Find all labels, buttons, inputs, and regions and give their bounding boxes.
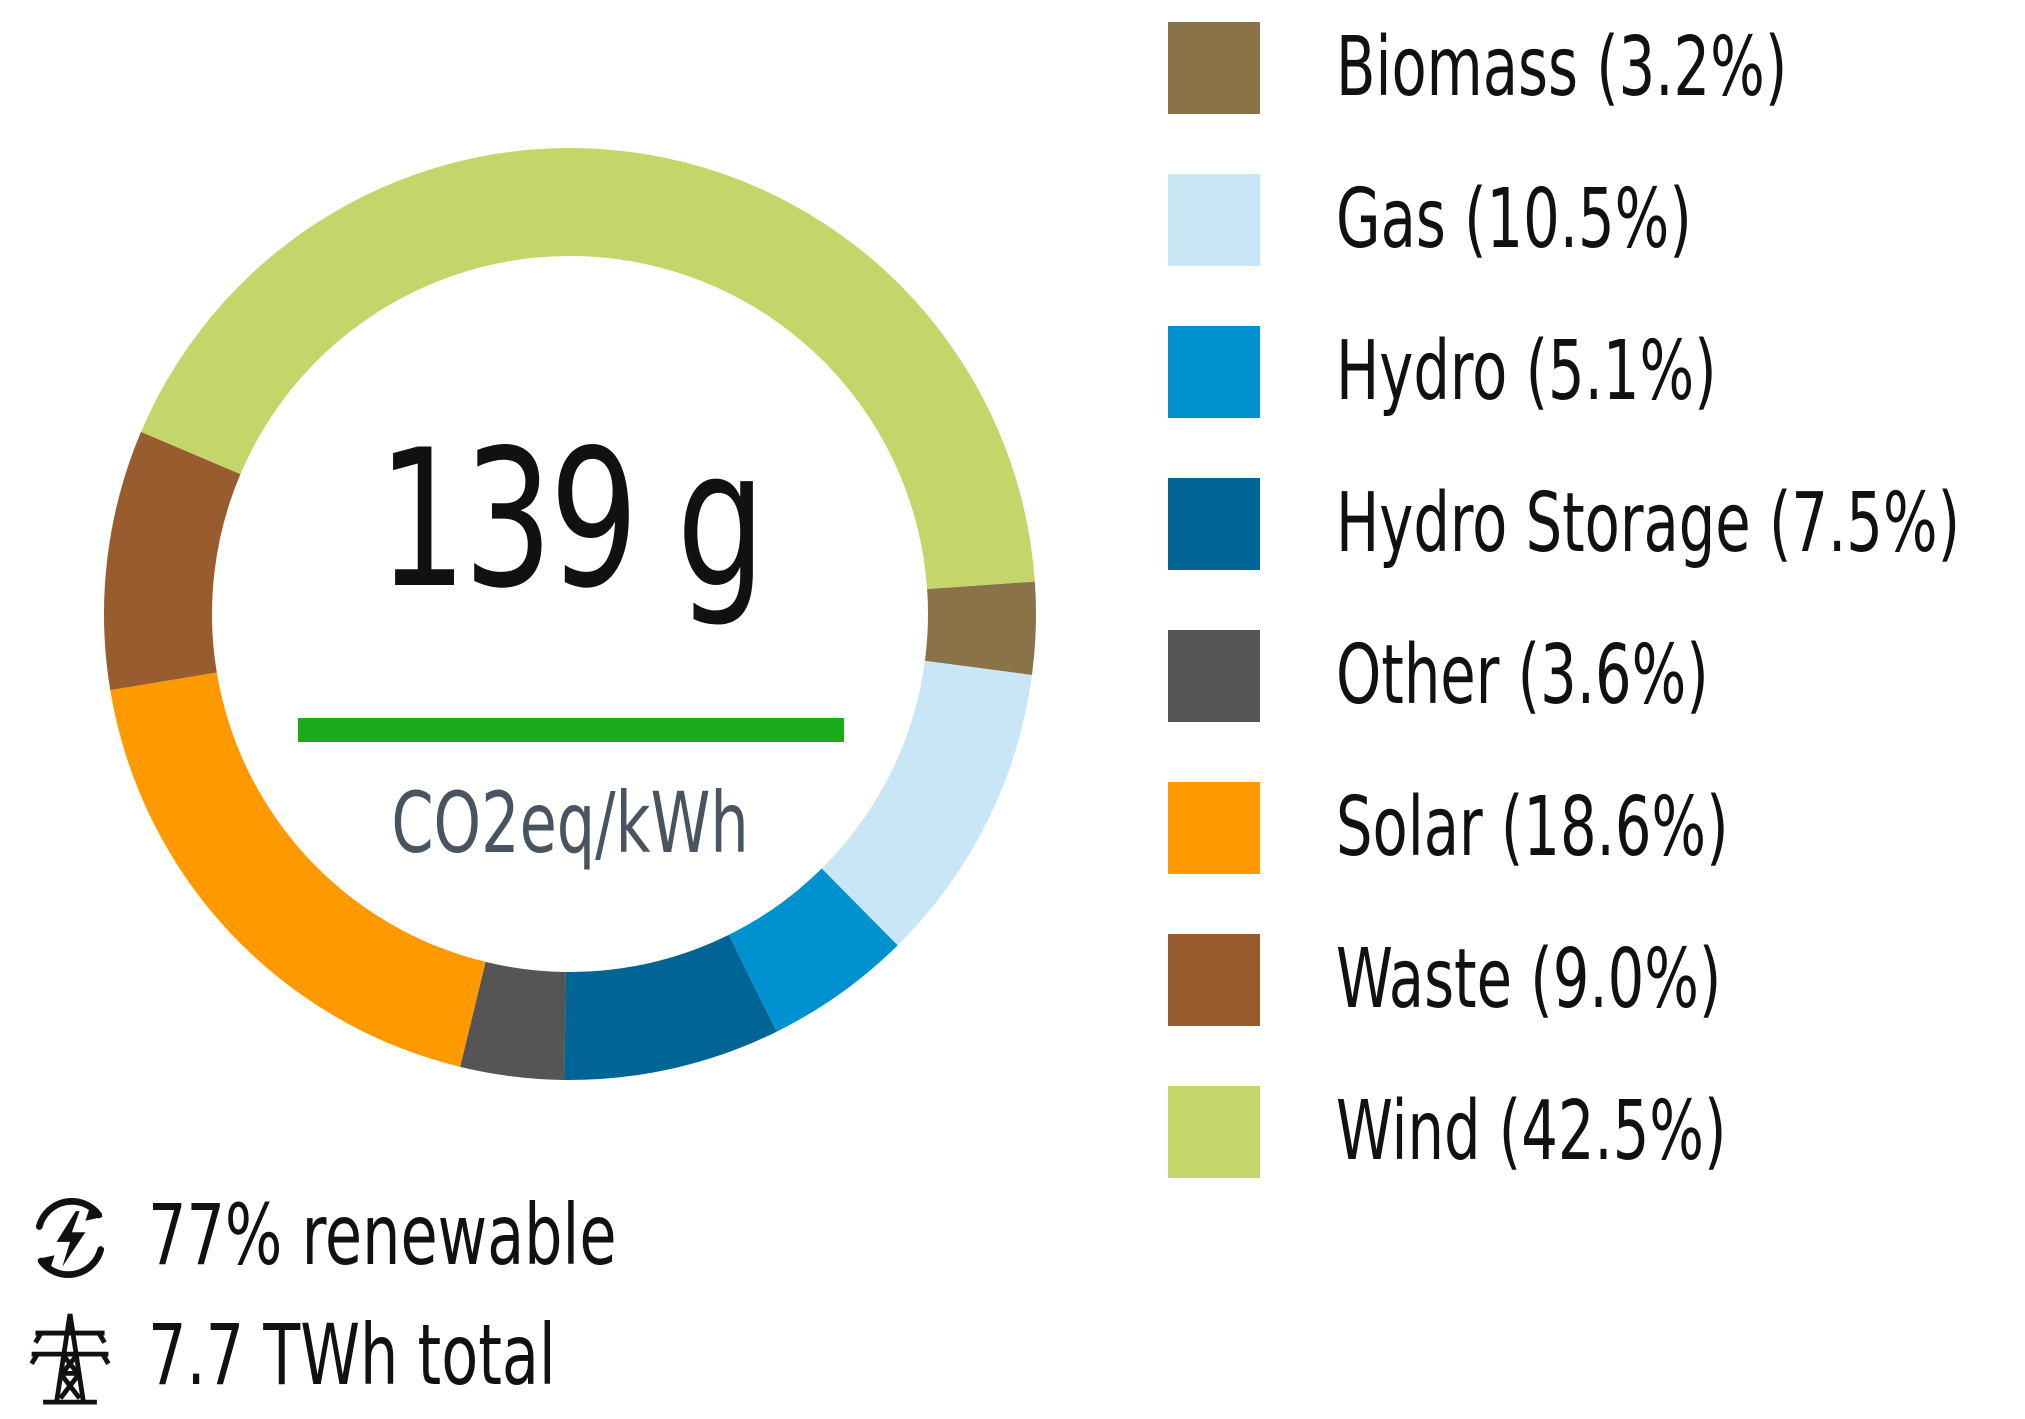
legend-label: Solar (18.6%): [1336, 780, 1729, 875]
legend-label: Wind (42.5%): [1336, 1084, 1727, 1179]
donut-slice-solar[interactable]: [110, 672, 486, 1067]
legend-item-hydro-storage[interactable]: Hydro Storage (7.5%): [1168, 478, 2018, 570]
legend-swatch: [1168, 22, 1260, 114]
legend-item-wind[interactable]: Wind (42.5%): [1168, 1086, 2018, 1178]
legend-label: Waste (9.0%): [1336, 932, 1722, 1027]
total-generation: 7.7 TWh total: [22, 1300, 922, 1405]
renewable-share-text: 77% renewable: [148, 1186, 617, 1284]
legend-swatch: [1168, 782, 1260, 874]
legend-label: Biomass (3.2%): [1336, 20, 1788, 115]
legend-label: Other (3.6%): [1336, 628, 1709, 723]
total-generation-text: 7.7 TWh total: [148, 1306, 556, 1404]
co2-intensity-indicator-bar: [298, 718, 844, 742]
donut-slice-hydro-storage[interactable]: [564, 934, 777, 1080]
legend-item-gas[interactable]: Gas (10.5%): [1168, 174, 2018, 266]
legend-item-other[interactable]: Other (3.6%): [1168, 630, 2018, 722]
legend-swatch: [1168, 1086, 1260, 1178]
legend-item-waste[interactable]: Waste (9.0%): [1168, 934, 2018, 1026]
legend-swatch: [1168, 934, 1260, 1026]
legend-label: Hydro Storage (7.5%): [1336, 476, 1961, 571]
legend-item-biomass[interactable]: Biomass (3.2%): [1168, 22, 2018, 114]
donut-chart: [104, 147, 1037, 1080]
donut-slice-wind[interactable]: [141, 147, 1035, 590]
legend-swatch: [1168, 174, 1260, 266]
legend-item-hydro[interactable]: Hydro (5.1%): [1168, 326, 2018, 418]
donut-slice-other[interactable]: [460, 961, 566, 1080]
co2-intensity-unit: CO2eq/kWh: [391, 774, 749, 872]
donut-slice-gas[interactable]: [821, 660, 1032, 946]
legend-label: Gas (10.5%): [1336, 172, 1692, 267]
donut-slice-hydro[interactable]: [728, 868, 898, 1032]
legend-item-solar[interactable]: Solar (18.6%): [1168, 782, 2018, 874]
legend-swatch: [1168, 630, 1260, 722]
renewable-energy-icon: [35, 1198, 105, 1278]
legend-label: Hydro (5.1%): [1336, 324, 1717, 419]
donut-slice-waste[interactable]: [104, 431, 241, 691]
legend-swatch: [1168, 326, 1260, 418]
legend-swatch: [1168, 478, 1260, 570]
co2-intensity-value: 139 g: [377, 409, 766, 630]
power-tower-icon: [29, 1313, 111, 1405]
donut-slice-biomass[interactable]: [924, 581, 1037, 675]
renewable-share: 77% renewable: [22, 1180, 922, 1284]
